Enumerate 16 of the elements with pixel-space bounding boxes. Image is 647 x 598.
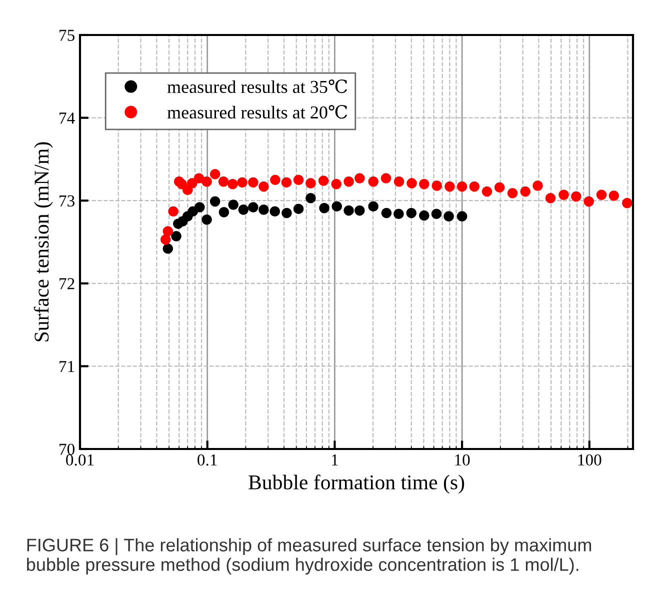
- legend-label: measured results at 35℃: [167, 79, 348, 94]
- y-tick-label: 70: [60, 444, 75, 455]
- x-tick-label: 1: [332, 454, 338, 466]
- x-tick-label: 0.1: [198, 454, 217, 466]
- y-tick-label: 74: [60, 112, 75, 124]
- y-tick-label: 75: [60, 30, 74, 41]
- x-axis-title: Bubble formation time (s): [248, 474, 464, 494]
- x-tick-label: 100: [578, 454, 602, 466]
- y-tick-label: 72: [60, 278, 74, 290]
- y-tick-label: 73: [60, 195, 74, 207]
- x-tick-label: 0.01: [66, 454, 94, 466]
- x-tick-label: 10: [455, 454, 470, 466]
- y-tick-label: 71: [60, 360, 74, 372]
- caption: FIGURE 6 | The relationship of measured surface tension by maximum bubble pressure method (sodium hydroxide concentration is 1 mol/L).: [27, 538, 592, 575]
- legend-label: measured results at 20℃: [167, 104, 348, 119]
- y-axis-title: Surface tension (mN/m): [34, 142, 53, 342]
